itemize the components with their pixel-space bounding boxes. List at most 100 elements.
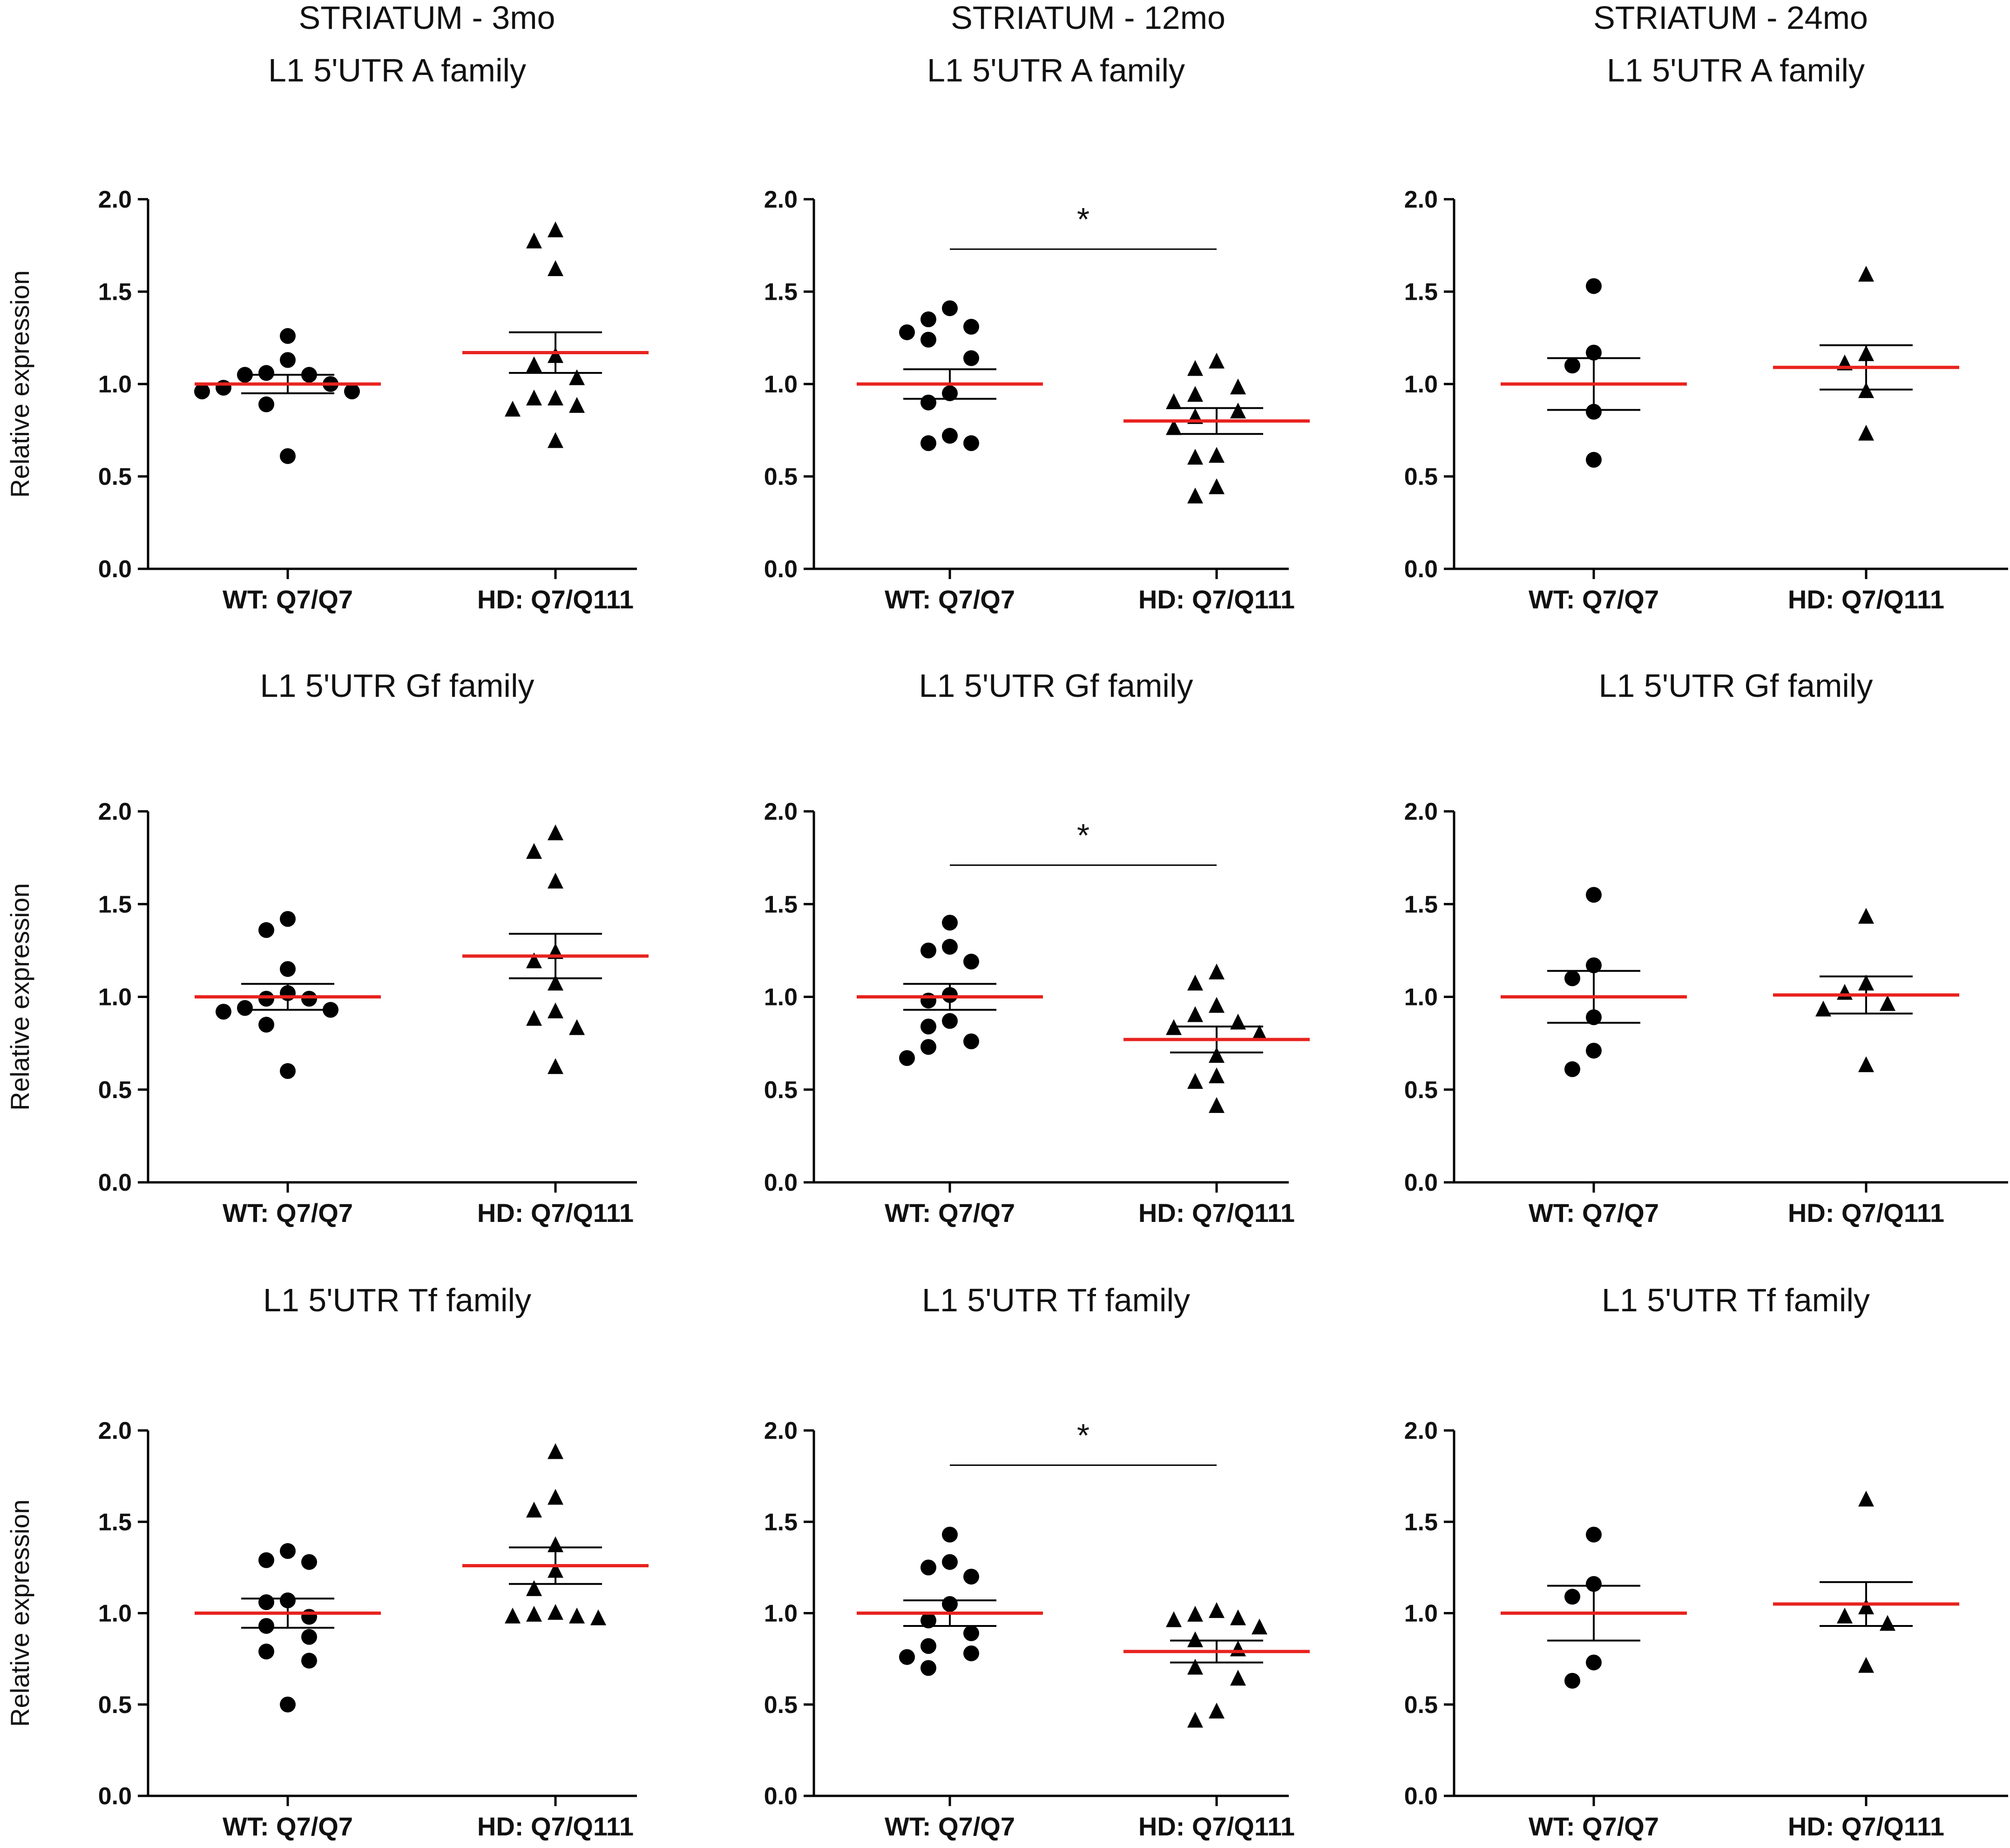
data-point-wt — [301, 1554, 317, 1570]
data-point-hd — [1187, 487, 1203, 504]
y-tick-label: 2.0 — [98, 1417, 132, 1444]
data-point-wt — [920, 1660, 936, 1676]
y-tick-label: 0.0 — [98, 1783, 132, 1810]
panel-r1-c1: L1 5'UTR Gf family 0.0 0.5 1.0 1.5 2.0 WT: Q7/… — [764, 668, 1310, 1228]
data-point-hd — [548, 824, 563, 841]
y-tick-label: 1.0 — [1404, 371, 1438, 398]
data-point-wt — [258, 1552, 274, 1568]
data-point-hd — [1880, 995, 1895, 1011]
data-point-wt — [258, 1618, 274, 1634]
data-point-hd — [1815, 1000, 1831, 1017]
significance-star: * — [1077, 817, 1090, 854]
x-tick-label: HD: Q7/Q111 — [1138, 1812, 1295, 1841]
data-point-wt — [899, 324, 915, 340]
data-point-wt — [280, 1696, 296, 1713]
panel-title: L1 5'UTR Gf family — [919, 668, 1193, 704]
y-tick-label: 1.5 — [764, 891, 798, 918]
data-point-hd — [569, 397, 585, 413]
x-tick-label: HD: Q7/Q111 — [1788, 1812, 1944, 1841]
y-axis-label: Relative expression — [5, 1499, 34, 1727]
data-point-wt — [942, 1013, 958, 1029]
data-point-wt — [258, 1643, 274, 1659]
data-point-hd — [1187, 1006, 1203, 1022]
data-point-wt — [963, 1569, 979, 1585]
y-tick-label: 2.0 — [98, 186, 132, 213]
y-tick-label: 2.0 — [1404, 798, 1438, 825]
data-point-wt — [942, 1554, 958, 1570]
data-point-wt — [258, 1017, 274, 1033]
y-tick-label: 1.5 — [1404, 279, 1438, 306]
data-point-wt — [942, 1526, 958, 1543]
data-point-hd — [548, 221, 563, 237]
data-point-hd — [526, 1010, 542, 1026]
data-point-wt — [1586, 1654, 1602, 1671]
y-tick-label: 1.0 — [764, 1600, 798, 1627]
panel-title: L1 5'UTR A family — [927, 52, 1185, 88]
panel-title: L1 5'UTR Tf family — [922, 1282, 1190, 1318]
y-tick-label: 2.0 — [764, 1417, 798, 1444]
data-point-wt — [1564, 1061, 1580, 1077]
data-point-wt — [280, 352, 296, 368]
data-point-wt — [258, 365, 274, 381]
data-point-hd — [1166, 419, 1182, 435]
data-point-hd — [1880, 1615, 1895, 1631]
y-tick-label: 1.5 — [1404, 1509, 1438, 1536]
data-point-hd — [1837, 1607, 1853, 1624]
panel-r1-c0: L1 5'UTR Gf family Relative expression 0.0… — [5, 668, 649, 1228]
data-point-hd — [1858, 1056, 1874, 1072]
data-point-hd — [1230, 1609, 1246, 1625]
column-title-24mo: STRIATUM - 24mo — [1593, 0, 1868, 36]
data-point-wt — [301, 1609, 317, 1625]
data-point-hd — [1187, 1073, 1203, 1089]
data-point-wt — [280, 448, 296, 464]
data-point-hd — [548, 1058, 563, 1074]
data-point-wt — [1586, 887, 1602, 903]
column-title-12mo: STRIATUM - 12mo — [951, 0, 1225, 36]
data-point-hd — [1209, 997, 1225, 1013]
data-point-hd — [1209, 1097, 1225, 1113]
data-point-hd — [590, 1609, 606, 1625]
y-tick-label: 1.0 — [98, 371, 132, 398]
data-point-hd — [548, 432, 563, 448]
panel-title: L1 5'UTR Gf family — [260, 668, 534, 704]
y-tick-label: 1.0 — [1404, 1600, 1438, 1627]
data-point-wt — [942, 915, 958, 931]
y-tick-label: 0.5 — [98, 464, 132, 491]
data-point-wt — [216, 379, 231, 396]
data-point-hd — [1858, 1491, 1874, 1507]
data-point-wt — [963, 953, 979, 970]
y-tick-label: 1.5 — [98, 891, 132, 918]
y-tick-label: 0.5 — [764, 464, 798, 491]
y-tick-label: 0.5 — [1404, 464, 1438, 491]
x-tick-label: WT: Q7/Q7 — [885, 1198, 1015, 1228]
data-point-wt — [301, 991, 317, 1007]
data-point-hd — [1252, 1025, 1267, 1041]
data-point-wt — [920, 1612, 936, 1629]
data-point-hd — [1209, 1067, 1225, 1084]
data-point-hd — [1209, 447, 1225, 463]
x-tick-label: WT: Q7/Q7 — [223, 585, 353, 614]
y-tick-label: 1.5 — [764, 1509, 798, 1536]
data-point-hd — [1187, 974, 1203, 991]
data-point-wt — [194, 383, 210, 399]
data-point-wt — [258, 1594, 274, 1610]
y-tick-label: 2.0 — [1404, 186, 1438, 213]
data-point-hd — [1187, 1712, 1203, 1728]
data-point-hd — [1858, 908, 1874, 924]
x-tick-label: WT: Q7/Q7 — [885, 585, 1015, 614]
y-tick-label: 1.0 — [764, 984, 798, 1011]
y-tick-label: 2.0 — [1404, 1417, 1438, 1444]
data-point-wt — [280, 1543, 296, 1559]
significance-star: * — [1077, 201, 1090, 237]
y-tick-label: 1.5 — [98, 279, 132, 306]
data-point-wt — [344, 383, 360, 399]
x-tick-label: WT: Q7/Q7 — [885, 1812, 1015, 1841]
data-point-hd — [1230, 1640, 1246, 1657]
data-point-hd — [1230, 1013, 1246, 1030]
data-point-wt — [942, 300, 958, 317]
x-tick-label: WT: Q7/Q7 — [1529, 1812, 1659, 1841]
data-point-wt — [1564, 357, 1580, 374]
panel-r0-c0: L1 5'UTR A family Relative expression 0.0 0… — [5, 52, 649, 614]
data-point-wt — [1586, 1576, 1602, 1592]
